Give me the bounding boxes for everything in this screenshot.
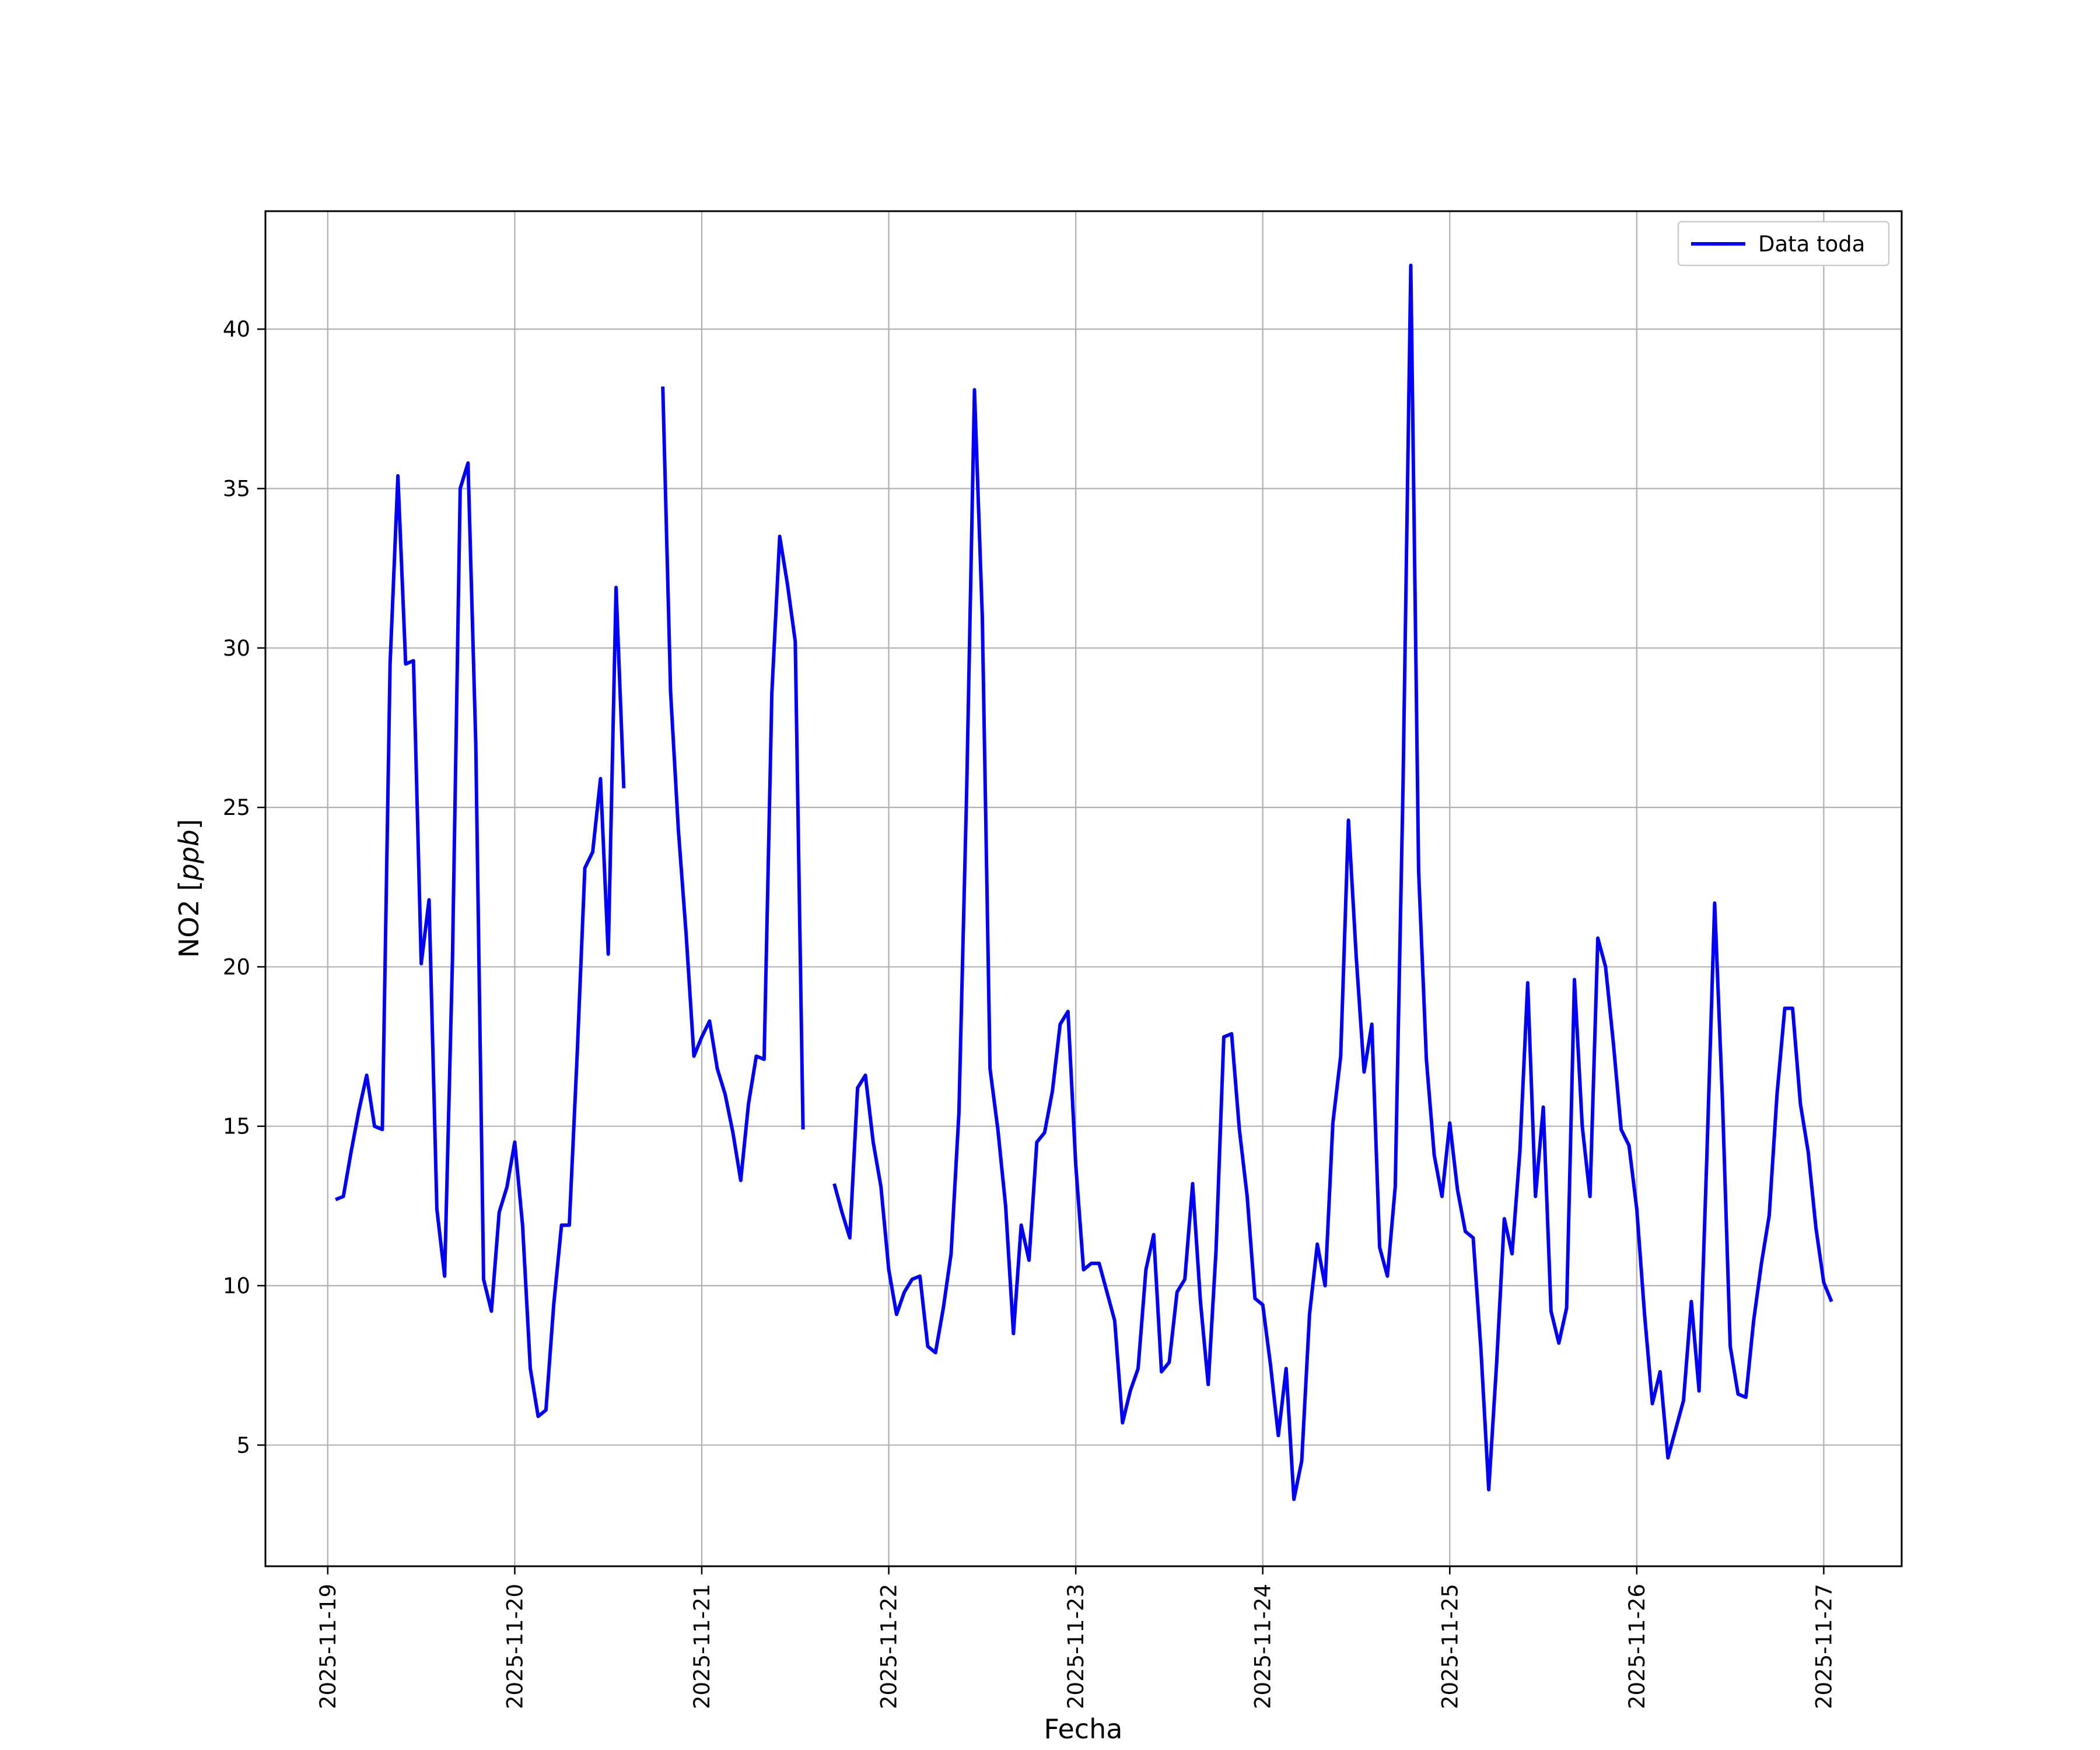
y-tick-label-7: 40 bbox=[223, 317, 250, 342]
x-axis-label: Fecha bbox=[1044, 1713, 1123, 1745]
x-tick-label-3: 2025-11-22 bbox=[877, 1584, 902, 1709]
series-0-segment-2 bbox=[832, 263, 1833, 1502]
y-tick-label-1: 10 bbox=[223, 1273, 250, 1298]
x-tick-label-0: 2025-11-19 bbox=[316, 1584, 341, 1709]
y-tick-label-4: 25 bbox=[223, 795, 250, 820]
axis-ticks: 2025-11-19 2025-11-20 2025-11-21 2025-11-22… bbox=[223, 317, 1837, 1709]
plot-frame bbox=[264, 210, 1903, 1567]
x-tick-label-6: 2025-11-25 bbox=[1437, 1584, 1462, 1709]
x-tick-label-1: 2025-11-20 bbox=[502, 1584, 527, 1709]
grid-lines bbox=[265, 211, 1902, 1566]
y-tick-label-6: 35 bbox=[223, 477, 250, 502]
legend-entry-data-toda: Data toda bbox=[1758, 232, 1865, 257]
x-tick-label-2: 2025-11-21 bbox=[690, 1584, 715, 1709]
x-tick-label-7: 2025-11-26 bbox=[1625, 1584, 1650, 1709]
y-axis-label: NO2 [ppb] bbox=[173, 819, 205, 958]
x-tick-label-5: 2025-11-24 bbox=[1251, 1584, 1276, 1709]
series-lines bbox=[335, 263, 1833, 1502]
legend: Data toda bbox=[1677, 220, 1890, 267]
y-tick-label-5: 30 bbox=[223, 636, 250, 661]
y-tick-label-0: 5 bbox=[236, 1433, 250, 1458]
y-tick-label-2: 15 bbox=[223, 1114, 250, 1139]
x-tick-label-8: 2025-11-27 bbox=[1811, 1584, 1836, 1709]
x-tick-label-4: 2025-11-23 bbox=[1063, 1584, 1088, 1709]
legend-box bbox=[1677, 220, 1890, 267]
y-tick-label-3: 20 bbox=[223, 954, 250, 979]
series-0-segment-1 bbox=[661, 386, 805, 1182]
series-0-segment-0 bbox=[335, 461, 626, 1419]
